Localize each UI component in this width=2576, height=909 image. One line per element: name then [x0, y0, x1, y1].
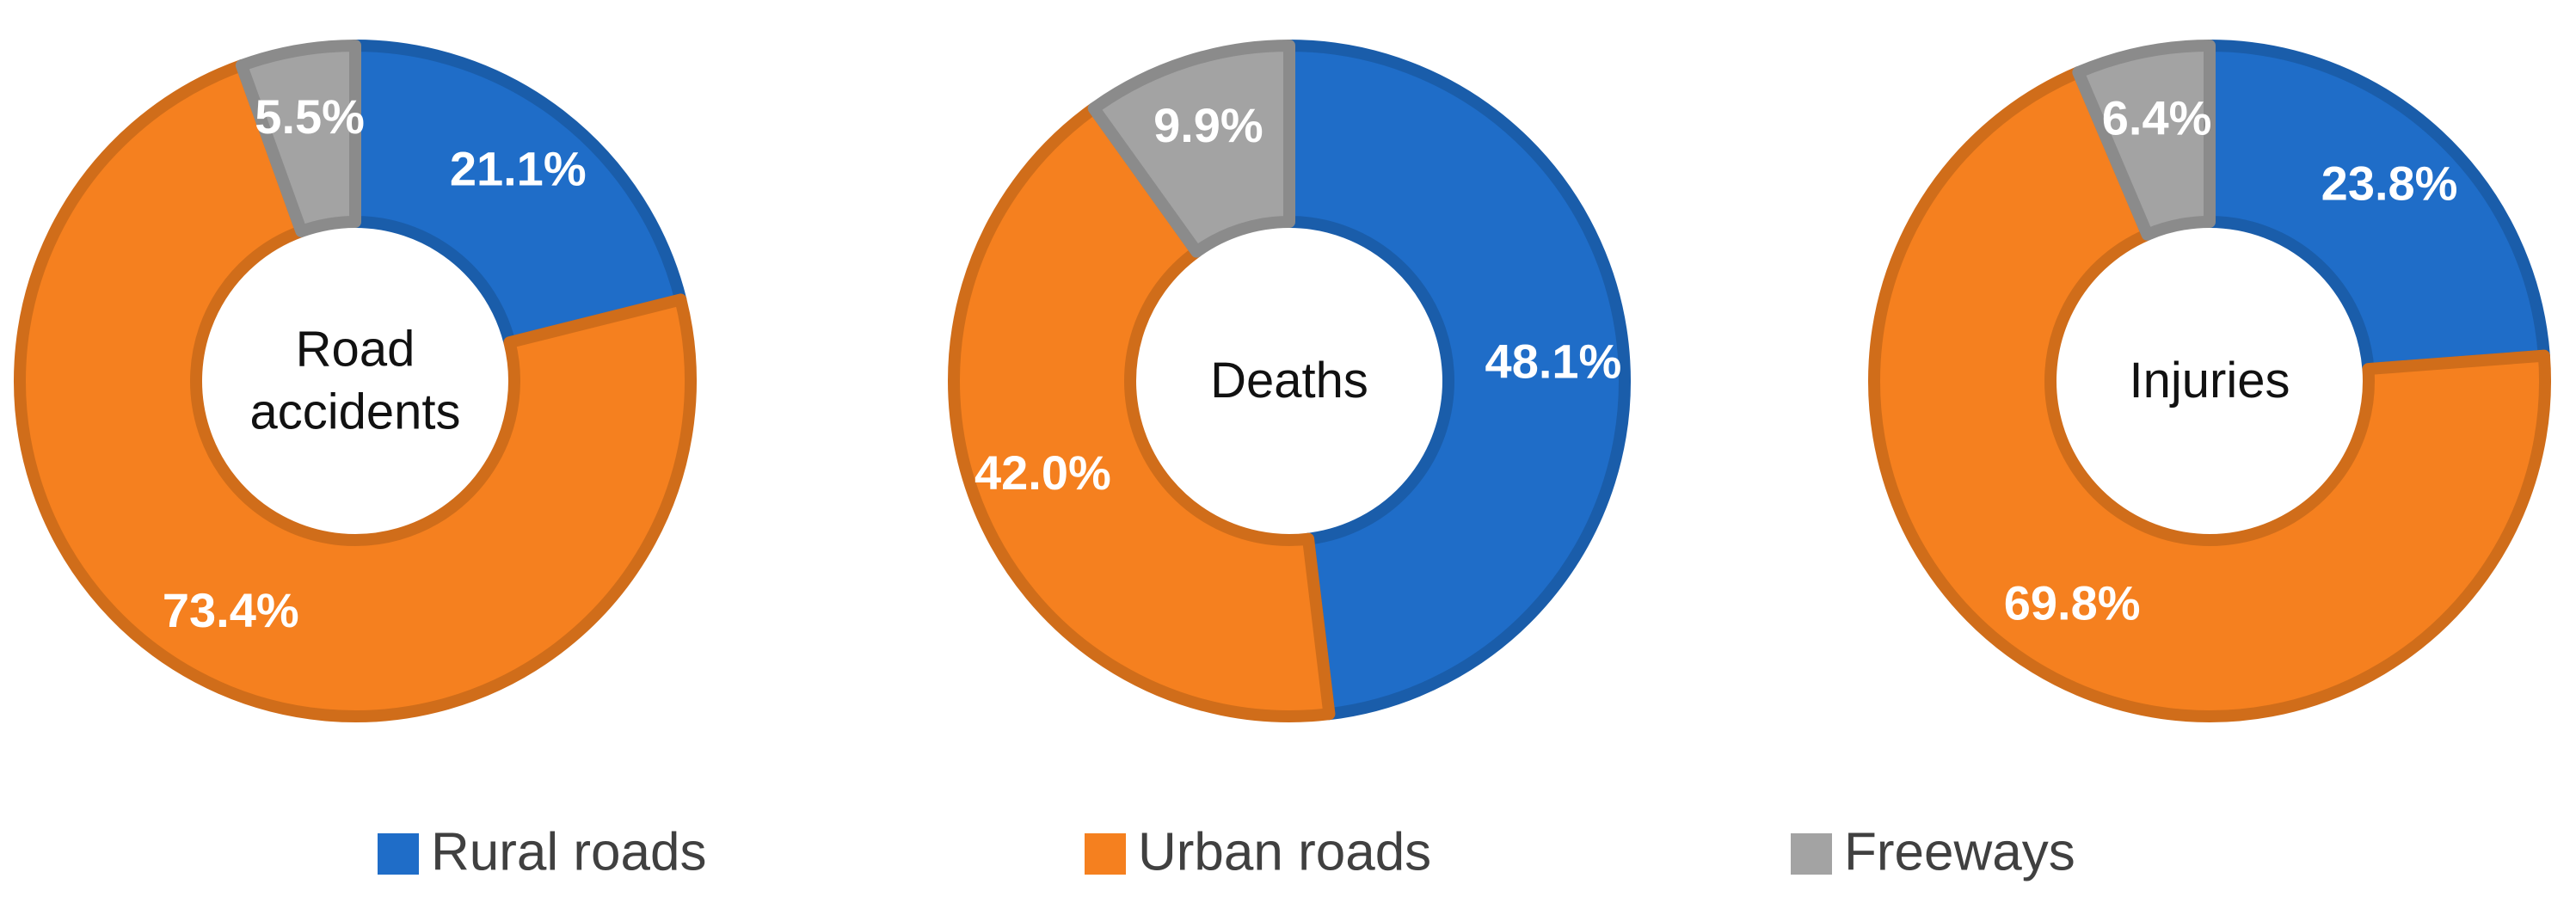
legend-swatch	[1791, 833, 1832, 875]
legend-label: Rural roads	[431, 822, 706, 881]
center-label: Deaths	[1210, 352, 1368, 408]
donut-slice	[2072, 40, 2216, 241]
value-label: 6.4%	[2102, 90, 2212, 144]
donut-slice	[1087, 40, 1295, 258]
center-label: Injuries	[2129, 352, 2290, 408]
donut-slice	[349, 40, 687, 349]
value-label: 5.5%	[255, 89, 365, 144]
legend-label: Urban roads	[1138, 822, 1431, 881]
donut-slice	[948, 102, 1336, 722]
donut-slice	[14, 59, 697, 722]
value-label: 69.8%	[2004, 575, 2141, 630]
value-label: 21.1%	[450, 141, 587, 195]
donut-slice	[2204, 40, 2550, 376]
legend-swatch	[1085, 833, 1126, 875]
value-label: 9.9%	[1153, 98, 1263, 152]
value-label: 73.4%	[163, 583, 299, 637]
donut-slice	[1868, 66, 2551, 722]
value-label: 42.0%	[974, 445, 1111, 500]
value-label: 23.8%	[2321, 156, 2458, 210]
donut-slice	[1283, 40, 1631, 721]
value-label: 48.1%	[1485, 334, 1622, 388]
center-label: Road accidents	[249, 321, 461, 440]
legend-swatch	[378, 833, 419, 875]
legend-label: Freeways	[1844, 822, 2075, 881]
donut-slice	[235, 40, 361, 237]
